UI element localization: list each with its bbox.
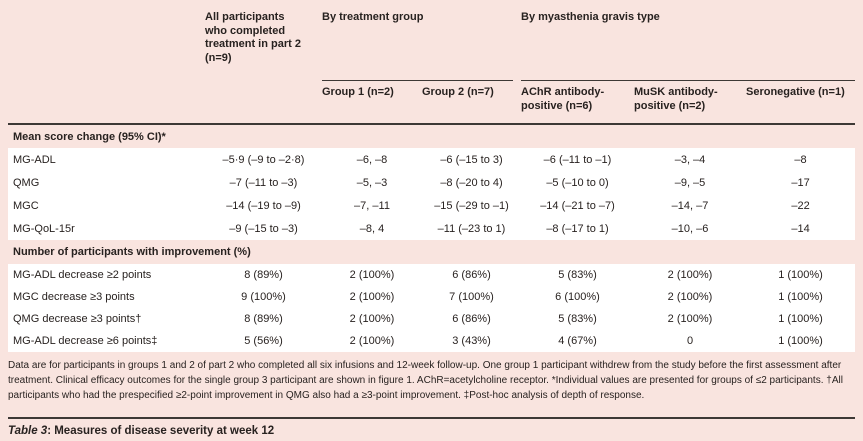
col-group-treatment-label: By treatment group xyxy=(322,11,424,23)
caption-rule xyxy=(8,417,855,419)
table-row: MGC –14 (–19 to –9) –7, –11 –15 (–29 to –1)… xyxy=(8,194,856,217)
table-row: MG-ADL –5·9 (–9 to –2·8) –6, –8 –6 (–15 to … xyxy=(8,148,856,171)
table-row: MGC decrease ≥3 points 9 (100%) 2 (100%) 7 … xyxy=(8,286,856,308)
col-group-treatment: By treatment group xyxy=(322,0,521,81)
cell-value: 6 (100%) xyxy=(521,286,634,308)
col-header-seronegative: Seronegative (n=1) xyxy=(746,81,856,125)
row-label: MG-ADL decrease ≥6 points‡ xyxy=(8,330,205,352)
cell-value: 6 (86%) xyxy=(422,308,521,330)
cell-value: –5·9 (–9 to –2·8) xyxy=(205,148,322,171)
row-label: MGC decrease ≥3 points xyxy=(8,286,205,308)
cell-value: –14 xyxy=(746,217,856,240)
cell-value: –10, –6 xyxy=(634,217,746,240)
cell-value: –17 xyxy=(746,171,856,194)
caption-block: Table 3: Measures of disease severity at… xyxy=(8,417,855,437)
cell-value: 2 (100%) xyxy=(322,308,422,330)
table-body: Mean score change (95% CI)* MG-ADL –5·9 (–… xyxy=(8,124,856,352)
cell-value: 2 (100%) xyxy=(322,330,422,352)
cell-value: –6 (–15 to 3) xyxy=(422,148,521,171)
header-group-row: All participants who completed treatment… xyxy=(8,0,856,125)
table-caption: Table 3: Measures of disease severity at… xyxy=(8,425,855,437)
col-header-achr: AChR antibody-positive (n=6) xyxy=(521,81,634,125)
cell-value: –8 (–20 to 4) xyxy=(422,171,521,194)
disease-severity-table: All participants who completed treatment… xyxy=(8,0,856,352)
empty-corner-cell xyxy=(8,0,205,125)
cell-value: 8 (89%) xyxy=(205,264,322,286)
section-header-row: Mean score change (95% CI)* xyxy=(8,124,856,148)
cell-value: –3, –4 xyxy=(634,148,746,171)
cell-value: 7 (100%) xyxy=(422,286,521,308)
cell-value: –8 (–17 to 1) xyxy=(521,217,634,240)
table-row: QMG decrease ≥3 points† 8 (89%) 2 (100%) 6 … xyxy=(8,308,856,330)
cell-value: 2 (100%) xyxy=(634,286,746,308)
row-label: MG-ADL decrease ≥2 points xyxy=(8,264,205,286)
cell-value: –14 (–21 to –7) xyxy=(521,194,634,217)
cell-value: –14, –7 xyxy=(634,194,746,217)
cell-value: –7 (–11 to –3) xyxy=(205,171,322,194)
row-label: MGC xyxy=(8,194,205,217)
cell-value: –6 (–11 to –1) xyxy=(521,148,634,171)
cell-value: 8 (89%) xyxy=(205,308,322,330)
row-label: QMG decrease ≥3 points† xyxy=(8,308,205,330)
cell-value: –15 (–29 to –1) xyxy=(422,194,521,217)
cell-value: 5 (56%) xyxy=(205,330,322,352)
table-row: QMG –7 (–11 to –3) –5, –3 –8 (–20 to 4) –5 (… xyxy=(8,171,856,194)
mg-type-underline xyxy=(521,80,856,81)
col-group-mg-type-label: By myasthenia gravis type xyxy=(521,11,660,23)
cell-value: 0 xyxy=(634,330,746,352)
caption-title: : Measures of disease severity at week 1… xyxy=(47,425,275,437)
cell-value: 2 (100%) xyxy=(322,264,422,286)
row-label: MG-ADL xyxy=(8,148,205,171)
cell-value: –9, –5 xyxy=(634,171,746,194)
col-group-mg-type: By myasthenia gravis type xyxy=(521,0,856,81)
cell-value: –5, –3 xyxy=(322,171,422,194)
col-header-group1: Group 1 (n=2) xyxy=(322,81,422,125)
cell-value: –8, 4 xyxy=(322,217,422,240)
cell-value: –8 xyxy=(746,148,856,171)
cell-value: –9 (–15 to –3) xyxy=(205,217,322,240)
table-row: MG-ADL decrease ≥2 points 8 (89%) 2 (100%)… xyxy=(8,264,856,286)
cell-value: 1 (100%) xyxy=(746,330,856,352)
table-row: MG-QoL-15r –9 (–15 to –3) –8, 4 –11 (–23 to… xyxy=(8,217,856,240)
table-footnote: Data are for participants in groups 1 an… xyxy=(8,360,843,401)
cell-value: 6 (86%) xyxy=(422,264,521,286)
cell-value: –22 xyxy=(746,194,856,217)
cell-value: –6, –8 xyxy=(322,148,422,171)
section-title: Number of participants with improvement … xyxy=(8,240,856,264)
col-header-group2: Group 2 (n=7) xyxy=(422,81,521,125)
cell-value: 2 (100%) xyxy=(634,264,746,286)
row-label: MG-QoL-15r xyxy=(8,217,205,240)
cell-value: 5 (83%) xyxy=(521,308,634,330)
cell-value: 9 (100%) xyxy=(205,286,322,308)
cell-value: –7, –11 xyxy=(322,194,422,217)
cell-value: 1 (100%) xyxy=(746,286,856,308)
cell-value: –11 (–23 to 1) xyxy=(422,217,521,240)
caption-table-number: Table 3 xyxy=(8,425,48,437)
cell-value: –5 (–10 to 0) xyxy=(521,171,634,194)
header-sub-row: Group 1 (n=2) Group 2 (n=7) AChR antibod… xyxy=(8,81,856,125)
cell-value: 1 (100%) xyxy=(746,308,856,330)
section-title: Mean score change (95% CI)* xyxy=(8,124,856,148)
cell-value: –14 (–19 to –9) xyxy=(205,194,322,217)
cell-value: 3 (43%) xyxy=(422,330,521,352)
cell-value: 1 (100%) xyxy=(746,264,856,286)
cell-value: 2 (100%) xyxy=(634,308,746,330)
section-header-row: Number of participants with improvement … xyxy=(8,240,856,264)
col-header-all-participants: All participants who completed treatment… xyxy=(205,0,322,125)
table-head: All participants who completed treatment… xyxy=(8,0,856,125)
cell-value: 5 (83%) xyxy=(521,264,634,286)
cell-value: 4 (67%) xyxy=(521,330,634,352)
row-label: QMG xyxy=(8,171,205,194)
col-header-musk: MuSK antibody-positive (n=2) xyxy=(634,81,746,125)
table-row: MG-ADL decrease ≥6 points‡ 5 (56%) 2 (100%… xyxy=(8,330,856,352)
cell-value: 2 (100%) xyxy=(322,286,422,308)
treatment-group-underline xyxy=(322,80,513,81)
